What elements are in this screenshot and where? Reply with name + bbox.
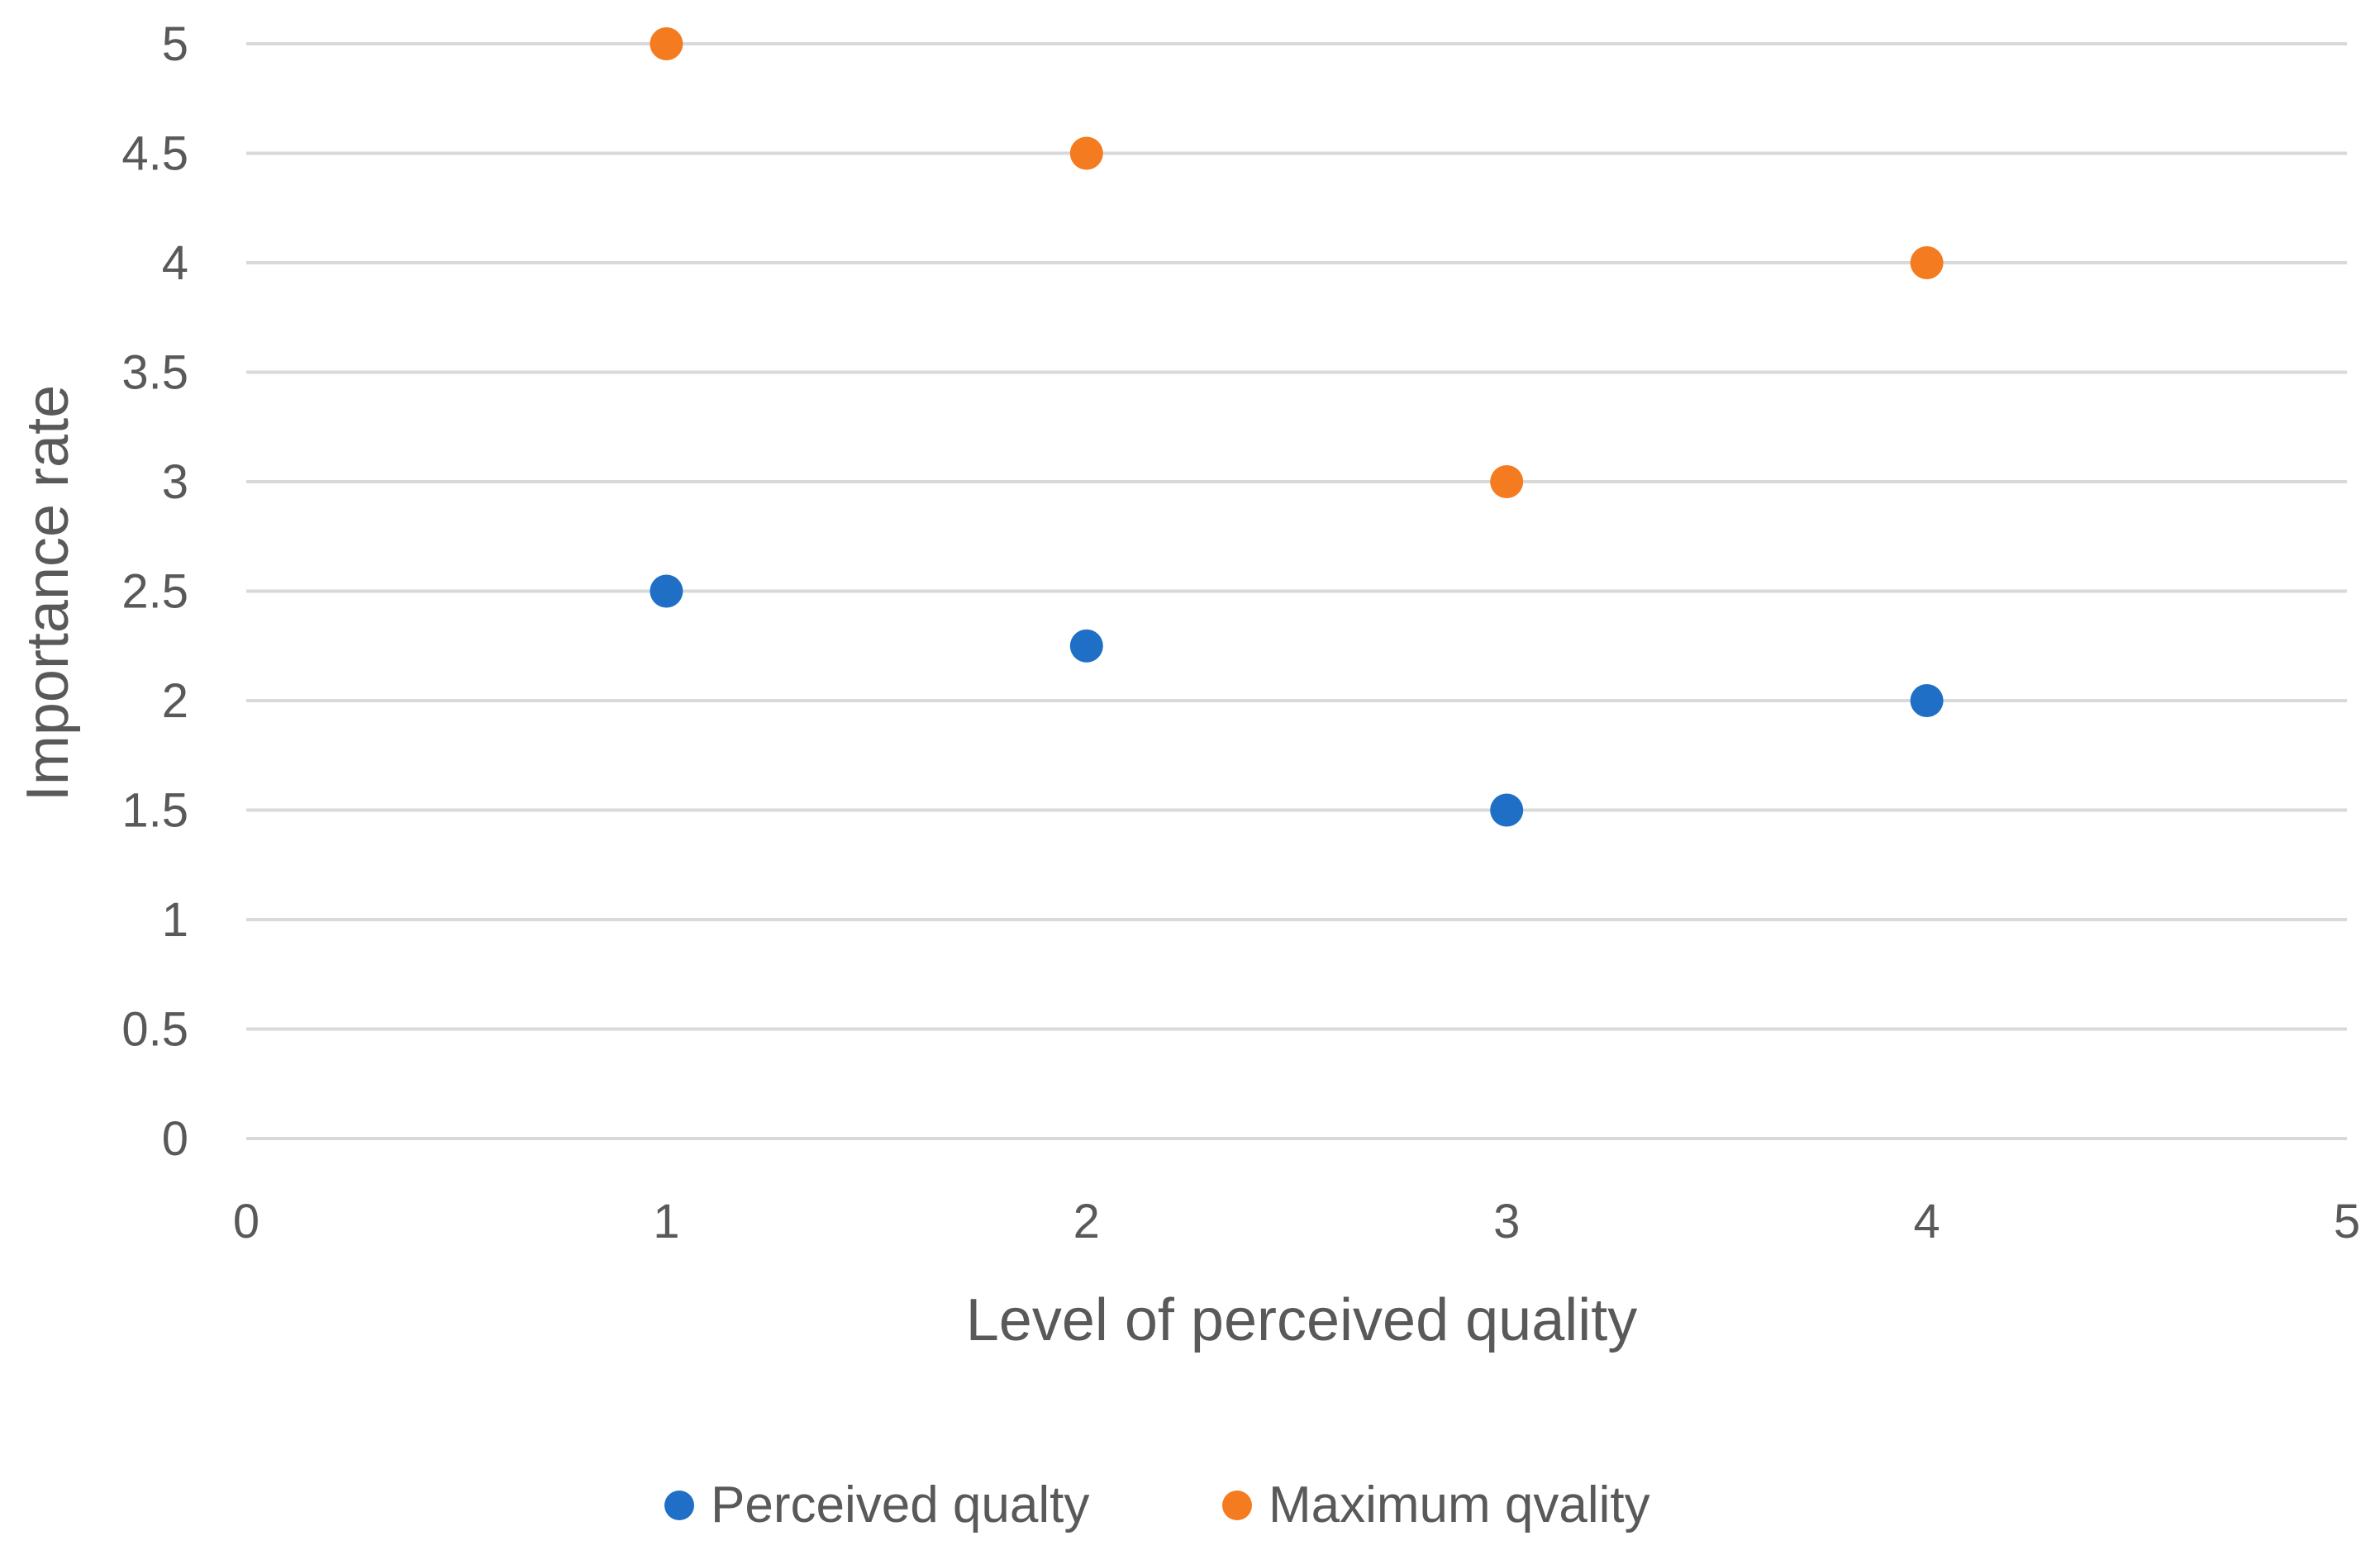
legend-item-maximum-quality: Maximum qvality xyxy=(1222,1476,1650,1533)
gridlines xyxy=(246,42,2347,1140)
legend-label-maximum-quality: Maximum qvality xyxy=(1269,1476,1650,1533)
y-tick-label: 2.5 xyxy=(121,565,188,619)
data-point-perceived-quality xyxy=(1910,684,1944,717)
x-tick-label: 3 xyxy=(1493,1195,1520,1248)
y-tick-label: 2 xyxy=(162,674,188,728)
x-tick-label: 4 xyxy=(1913,1195,1940,1248)
x-tick-label: 1 xyxy=(653,1195,679,1248)
y-tick-label: 1 xyxy=(162,893,188,947)
data-point-perceived-quality xyxy=(650,574,683,608)
legend-marker-maximum-quality xyxy=(1222,1491,1252,1520)
data-point-perceived-quality xyxy=(1490,793,1524,827)
y-tick-label: 4.5 xyxy=(121,127,188,181)
data-point-maximum-quality xyxy=(1490,465,1524,498)
legend-marker-perceived-quality xyxy=(664,1491,694,1520)
y-tick-label: 0.5 xyxy=(121,1003,188,1057)
y-axis-title: Importance rate xyxy=(15,385,81,801)
legend-item-perceived-quality: Perceived qualty xyxy=(664,1476,1089,1533)
x-tick-label: 0 xyxy=(233,1195,259,1248)
y-tick-label: 0 xyxy=(162,1112,188,1166)
data-point-maximum-quality xyxy=(1910,246,1944,279)
y-axis-ticks: 0 0.5 1 1.5 2 2.5 3 3.5 4 4.5 5 xyxy=(121,17,188,1166)
y-tick-label: 3.5 xyxy=(121,346,188,400)
x-tick-label: 5 xyxy=(2334,1195,2360,1248)
data-points xyxy=(650,27,1944,827)
data-point-maximum-quality xyxy=(650,27,683,60)
y-tick-label: 5 xyxy=(162,17,188,71)
data-point-maximum-quality xyxy=(1069,136,1103,170)
x-axis-ticks: 0 1 2 3 4 5 xyxy=(233,1195,2360,1248)
y-tick-label: 4 xyxy=(162,236,188,290)
legend-label-perceived-quality: Perceived qualty xyxy=(711,1476,1089,1533)
x-axis-title: Level of perceived quality xyxy=(966,1287,1638,1353)
x-tick-label: 2 xyxy=(1073,1195,1100,1248)
data-point-perceived-quality xyxy=(1069,629,1103,663)
y-tick-label: 3 xyxy=(162,455,188,509)
y-tick-label: 1.5 xyxy=(121,784,188,838)
legend: Perceived qualty Maximum qvality xyxy=(664,1476,1650,1533)
